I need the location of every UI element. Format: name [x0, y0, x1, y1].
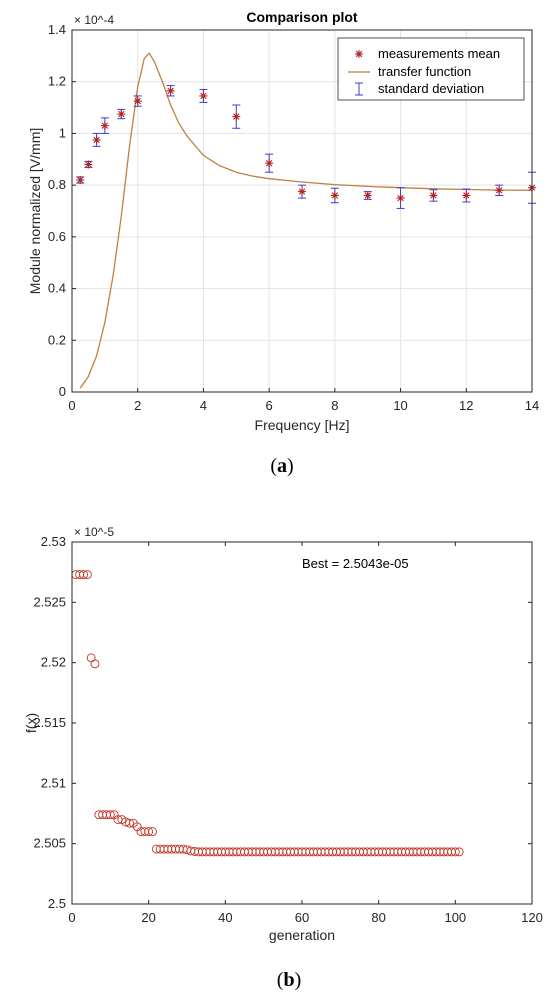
- measurement-point: [92, 135, 101, 144]
- plot-b-background: [72, 542, 532, 904]
- y-tick-label: 1.4: [48, 22, 66, 37]
- generation-point: [454, 847, 464, 857]
- measurement-point: [232, 112, 241, 121]
- y-tick-label: 2.515: [33, 715, 66, 730]
- y-tick-label: 0.6: [48, 229, 66, 244]
- y-tick-label: 2.53: [41, 534, 66, 549]
- measurement-point: [363, 191, 372, 200]
- generation-point: [125, 818, 134, 828]
- legend-label-stddev: standard deviation: [378, 81, 484, 96]
- x-tick-label: 4: [200, 398, 207, 413]
- y-tick-label: 0.2: [48, 332, 66, 347]
- transfer-function-curve: [79, 52, 533, 389]
- measurement-point: [100, 121, 109, 130]
- generation-point: [82, 570, 92, 580]
- plot-a-frame: [71, 29, 533, 393]
- generation-point: [450, 847, 460, 857]
- plot-a-y-ticks: 0 0.2 0.4 0.6 0.8 1 1.2 1.4: [48, 22, 76, 399]
- y-tick-label: 1.2: [48, 74, 66, 89]
- x-tick-label: 6: [266, 398, 273, 413]
- optimization-plot-panel: 0 20 40 60 80 100 120 2.52.5052.512.5152.522.5…: [23, 525, 543, 991]
- legend-label-transfer: transfer function: [378, 64, 471, 79]
- plot-b-y-ticks: 2.5 2.505 2.51 2.515 2.52 2.525 2.53: [33, 534, 532, 911]
- generation-markers: [71, 570, 464, 857]
- comparison-plot-panel: 0 2 4 6 8 10 12 14 0 0.2 0.4 0.6 0.8 1 1.2 1.4 Compari…: [27, 9, 539, 477]
- measurement-point: [117, 110, 126, 119]
- measurement-point: [133, 97, 142, 106]
- x-tick-label: 60: [295, 910, 309, 925]
- caption-a: (a): [270, 455, 293, 477]
- best-value-annotation: Best = 2.5043e-05: [302, 556, 409, 571]
- x-tick-label: 8: [331, 398, 338, 413]
- plot-a-y-label: Module normalized [V/mm]: [27, 128, 43, 295]
- measurement-point: [396, 194, 405, 203]
- x-tick-label: 100: [444, 910, 466, 925]
- measurement-point: [265, 159, 274, 168]
- legend-marker-measurements: [355, 50, 363, 58]
- plot-a-legend: measurements mean transfer function stan…: [337, 37, 525, 101]
- plot-b-x-ticks: 0 20 40 60 80 100 120: [68, 542, 543, 925]
- x-tick-label: 0: [68, 910, 75, 925]
- plot-b-y-label: f(x): [23, 713, 39, 733]
- measurement-point: [166, 86, 175, 95]
- plot-a-x-ticks: 0 2 4 6 8 10 12 14: [68, 388, 539, 413]
- x-tick-label: 12: [459, 398, 473, 413]
- generation-point: [144, 827, 154, 837]
- y-tick-label: 0.4: [48, 281, 66, 296]
- plot-a-title: Comparison plot: [246, 9, 358, 25]
- plot-b-y-exponent: × 10^-5: [74, 525, 114, 539]
- y-tick-label: 0: [59, 384, 66, 399]
- plot-a-y-exponent: × 10^-4: [74, 13, 114, 27]
- x-tick-label: 40: [218, 910, 232, 925]
- measurement-point: [330, 191, 339, 200]
- generation-point: [79, 570, 88, 580]
- y-tick-label: 2.52: [41, 655, 66, 670]
- measurement-point: [429, 191, 438, 200]
- caption-b: (b): [277, 969, 301, 991]
- generation-point: [148, 827, 157, 837]
- y-tick-label: 0.8: [48, 177, 66, 192]
- measurement-point: [298, 187, 306, 196]
- plot-b-x-label: generation: [269, 927, 335, 943]
- measurement-point: [462, 191, 471, 200]
- generation-point: [90, 659, 100, 669]
- x-tick-label: 14: [525, 398, 539, 413]
- plot-a-x-label: Frequency [Hz]: [255, 417, 350, 433]
- x-tick-label: 2: [134, 398, 141, 413]
- legend-label-measurements: measurements mean: [378, 46, 500, 61]
- y-tick-label: 2.51: [41, 775, 66, 790]
- measurement-point: [76, 175, 85, 184]
- x-tick-label: 120: [521, 910, 543, 925]
- measurement-point: [495, 186, 504, 195]
- x-tick-label: 10: [393, 398, 407, 413]
- x-tick-label: 80: [371, 910, 385, 925]
- y-tick-label: 2.525: [33, 594, 66, 609]
- measurement-point: [199, 91, 208, 100]
- x-tick-label: 20: [141, 910, 155, 925]
- legend-box: [337, 37, 525, 101]
- x-tick-label: 0: [68, 398, 75, 413]
- legend-errorbar-icon: [355, 82, 363, 96]
- y-tick-label: 1: [59, 125, 66, 140]
- y-tick-label: 2.505: [33, 836, 66, 851]
- generation-point: [105, 810, 115, 820]
- measurement-point: [84, 160, 93, 169]
- y-tick-label: 2.5: [48, 896, 66, 911]
- transfer-function-line: [79, 52, 533, 389]
- legend-star-marker: [355, 50, 363, 58]
